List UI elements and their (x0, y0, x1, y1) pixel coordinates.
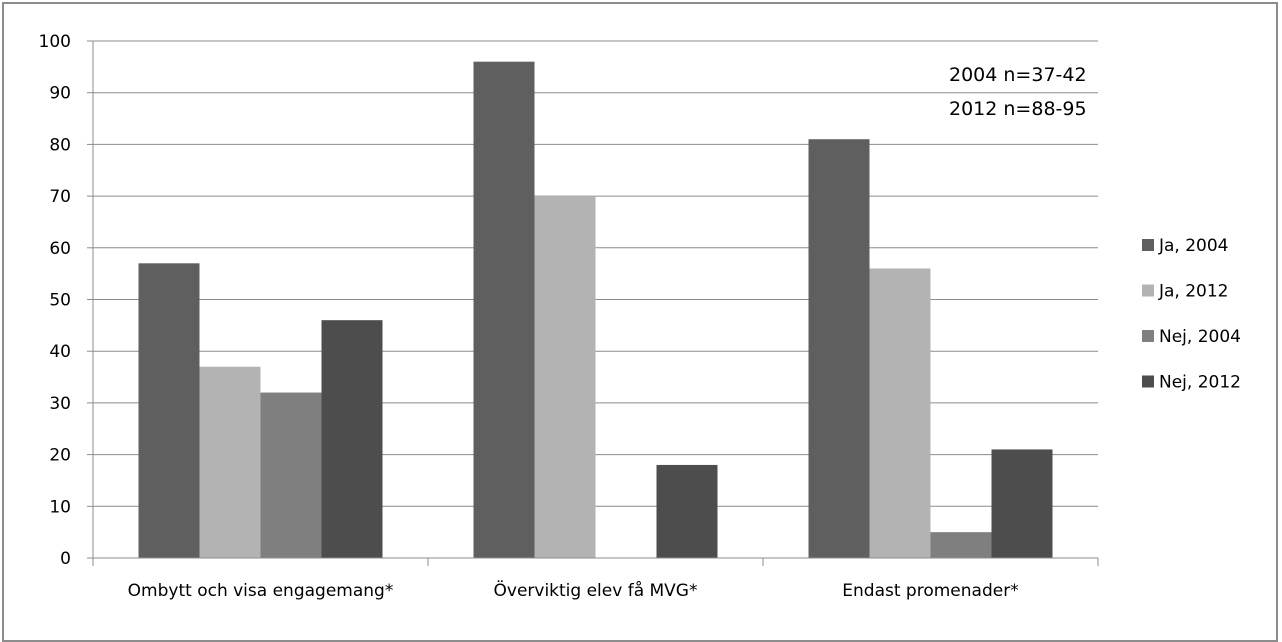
y-tick-label: 10 (49, 497, 71, 517)
y-tick-label: 100 (39, 32, 71, 52)
legend: Ja, 2004 Ja, 2012 Nej, 2004 Nej, 2012 (1142, 236, 1241, 393)
legend-swatch (1142, 375, 1154, 388)
sample-size-annotation: 2004 n=37-42 (949, 64, 1087, 86)
annotations: 2004 n=37-42 2012 n=88-95 (949, 64, 1087, 120)
y-tick-label: 60 (49, 239, 71, 259)
bar (260, 392, 322, 558)
axes (87, 40, 1099, 566)
bar-chart: 0 10 20 30 40 50 60 70 80 90 100 Ombytt och visa e… (39, 32, 1241, 601)
bar (930, 532, 992, 558)
x-category-label: Endast promenader* (842, 581, 1018, 601)
y-tick-label: 80 (49, 135, 71, 155)
legend-label: Nej, 2012 (1159, 373, 1241, 393)
x-category-label: Ombytt och visa engagemang* (128, 581, 394, 601)
y-tick-label: 90 (49, 84, 71, 104)
bar (473, 61, 535, 559)
bar (138, 263, 200, 558)
bar (808, 139, 870, 559)
legend-label: Ja, 2012 (1158, 282, 1229, 302)
y-tick-label: 30 (49, 394, 71, 414)
y-tick-label: 70 (49, 187, 71, 207)
y-tick-label: 20 (49, 446, 71, 466)
bar (656, 464, 718, 558)
bar (991, 449, 1053, 558)
bar (199, 366, 261, 558)
x-category-label: Överviktig elev få MVG* (494, 579, 698, 601)
bars (138, 61, 1053, 559)
legend-swatch (1142, 239, 1154, 251)
y-tick-label: 50 (49, 291, 71, 311)
legend-swatch (1142, 330, 1154, 342)
bar (869, 268, 931, 558)
x-category-labels: Ombytt och visa engagemang* Överviktig el… (128, 579, 1019, 601)
legend-label: Nej, 2004 (1159, 327, 1241, 347)
y-tick-labels: 0 10 20 30 40 50 60 70 80 90 100 (39, 32, 71, 569)
y-tick-label: 40 (49, 342, 71, 362)
legend-label: Ja, 2004 (1158, 236, 1229, 256)
sample-size-annotation: 2012 n=88-95 (949, 98, 1087, 120)
bar (321, 320, 383, 558)
bar (534, 196, 596, 558)
y-tick-label: 0 (60, 549, 71, 569)
legend-swatch (1142, 284, 1154, 297)
